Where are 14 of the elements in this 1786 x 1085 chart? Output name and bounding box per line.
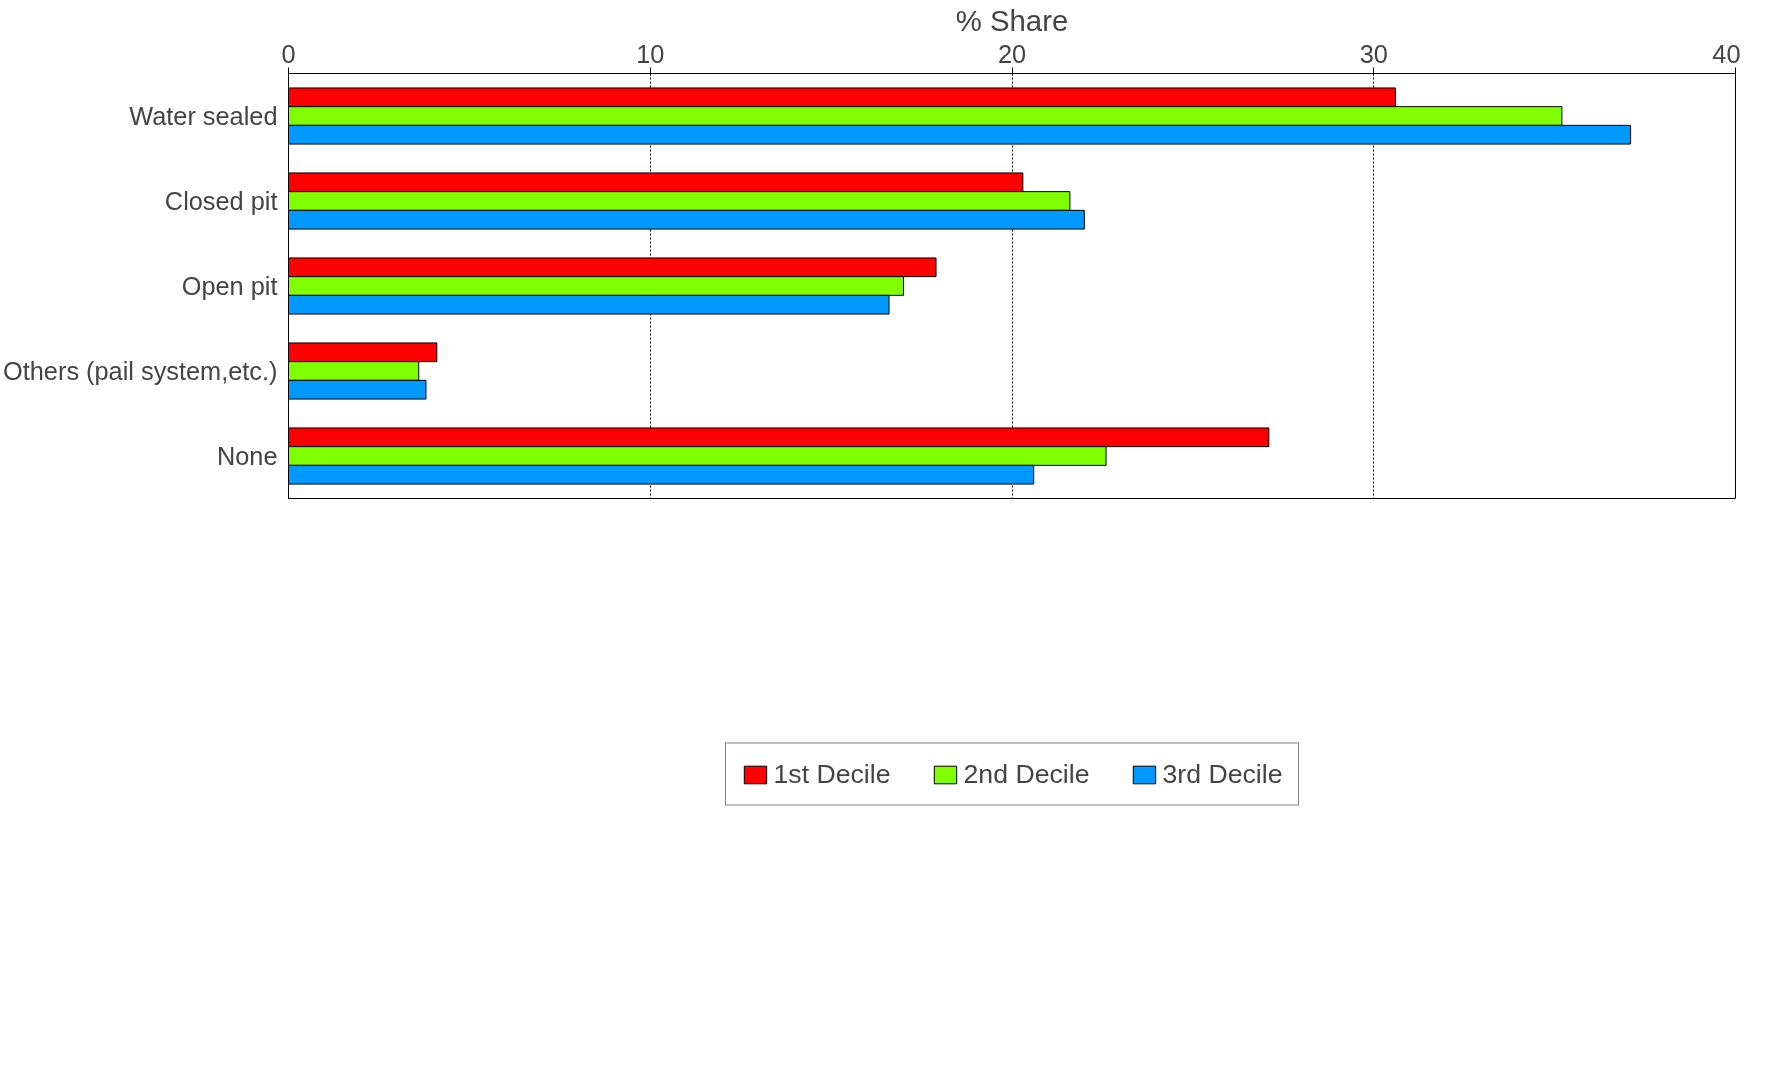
x-axis-title: % Share (955, 3, 1069, 37)
legend-label: 3rd Decile (1162, 758, 1283, 790)
y-tick-label: Water sealed (129, 102, 278, 130)
x-tick-label: 30 (1359, 39, 1388, 68)
x-tick-label: 40 (1712, 39, 1741, 68)
x-tick-label: 20 (997, 39, 1027, 68)
legend-label: 2nd Decile (963, 758, 1090, 790)
x-tick-label: 0 (281, 39, 296, 68)
legend-label: 1st Decile (773, 758, 891, 790)
y-tick-label: None (216, 442, 278, 470)
y-tick-label: Closed pit (164, 187, 278, 215)
x-tick-label: 10 (636, 39, 665, 68)
y-tick-label: Open pit (181, 272, 278, 300)
y-tick-label: Others (pail system,etc.) (3, 357, 278, 385)
